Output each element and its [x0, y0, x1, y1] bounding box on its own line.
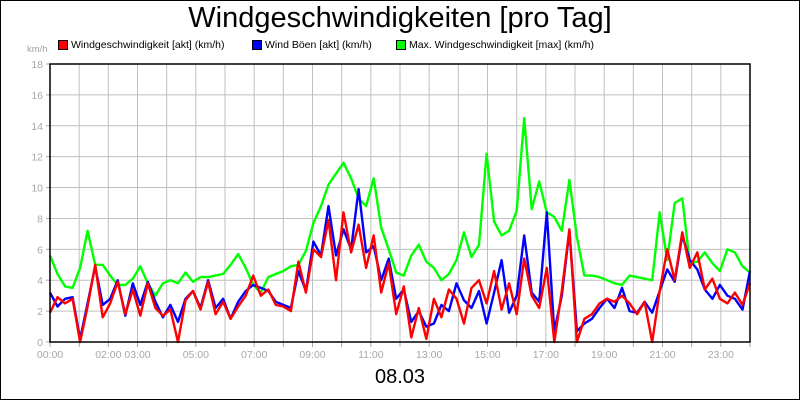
x-tick-label: 23:00: [708, 349, 734, 361]
x-tick-label: 05:00: [183, 349, 209, 361]
x-tick-label: 00:00: [37, 349, 63, 361]
y-tick-label: 6: [37, 244, 43, 256]
legend-label: Max. Windgeschwindigkeit [max] (km/h): [409, 39, 594, 51]
y-axis-unit: km/h: [27, 44, 48, 55]
x-tick-label: 21:00: [649, 349, 675, 361]
y-tick-label: 8: [37, 213, 43, 225]
y-tick-label: 14: [31, 121, 43, 133]
legend-item-wind-speed: Windgeschwindigkeit [akt] (km/h): [58, 39, 224, 51]
legend-swatch-green: [396, 40, 406, 50]
series-line-1: [48, 187, 752, 341]
x-tick-label: 03:00: [124, 349, 150, 361]
legend-swatch-red: [58, 40, 68, 50]
x-tick-label: 02:00: [95, 349, 121, 361]
y-tick-label: 18: [31, 59, 43, 71]
y-tick-label: 16: [31, 90, 43, 102]
legend-label: Wind Böen [akt] (km/h): [265, 39, 372, 51]
y-tick-label: 0: [37, 337, 43, 349]
chart-title: Windgeschwindigkeiten [pro Tag]: [188, 2, 612, 34]
x-tick-label: 11:00: [358, 349, 384, 361]
x-tick-label: 09:00: [299, 349, 325, 361]
x-axis-date-label: 08.03: [374, 366, 426, 388]
legend-label: Windgeschwindigkeit [akt] (km/h): [71, 39, 225, 51]
y-tick-label: 4: [37, 275, 43, 287]
y-tick-label: 12: [31, 152, 43, 164]
legend-swatch-blue: [252, 40, 262, 50]
x-tick-label: 13:00: [416, 349, 442, 361]
plot-border: [49, 63, 751, 343]
series-line-0: [48, 116, 751, 297]
x-tick-label: 17:00: [533, 349, 559, 361]
y-tick-label: 10: [31, 183, 43, 195]
x-tick-label: 19:00: [591, 349, 617, 361]
y-tick-label: 2: [37, 306, 43, 318]
legend-item-gusts: Wind Böen [akt] (km/h): [252, 39, 372, 51]
x-tick-label: 15:00: [474, 349, 500, 361]
legend-item-max-speed: Max. Windgeschwindigkeit [max] (km/h): [396, 39, 594, 51]
series-line-2: [48, 211, 752, 344]
x-tick-label: 07:00: [241, 349, 267, 361]
